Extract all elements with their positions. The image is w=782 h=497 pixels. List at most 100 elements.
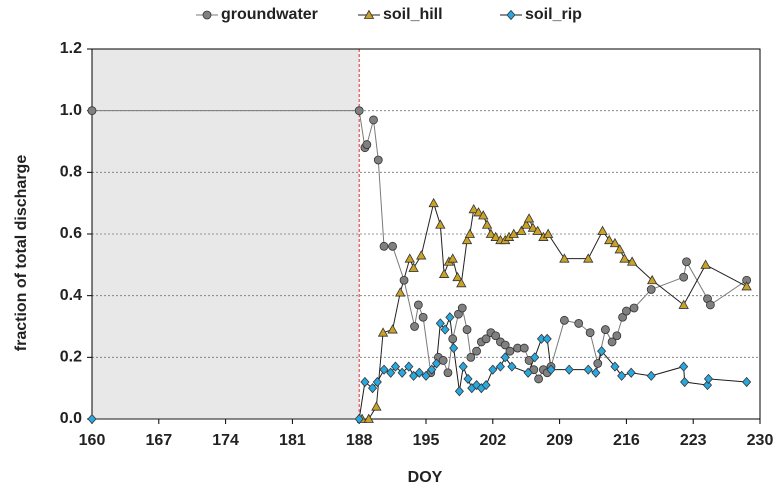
x-tick-label: 209 bbox=[546, 432, 573, 449]
marker bbox=[435, 318, 445, 329]
x-tick-label: 216 bbox=[613, 432, 640, 449]
marker bbox=[534, 374, 544, 384]
x-tick-label: 160 bbox=[79, 432, 106, 449]
y-tick-label: 1.0 bbox=[60, 102, 82, 119]
marker bbox=[500, 340, 510, 350]
marker bbox=[408, 262, 419, 272]
y-tick-label: 0.8 bbox=[60, 164, 82, 181]
marker bbox=[386, 367, 396, 378]
x-tick-label: 195 bbox=[413, 432, 440, 449]
marker bbox=[607, 337, 617, 347]
y-tick-label: 0.0 bbox=[60, 410, 82, 427]
marker bbox=[705, 300, 715, 310]
marker bbox=[741, 281, 752, 291]
marker bbox=[435, 219, 446, 229]
marker bbox=[363, 9, 375, 19]
x-tick-label: 230 bbox=[747, 432, 774, 449]
marker bbox=[614, 244, 625, 254]
marker bbox=[404, 253, 415, 263]
plot-frame bbox=[91, 48, 761, 420]
marker bbox=[682, 257, 691, 267]
marker bbox=[397, 367, 407, 378]
marker bbox=[626, 256, 638, 266]
marker bbox=[742, 376, 752, 388]
marker bbox=[373, 155, 383, 165]
marker bbox=[619, 253, 630, 263]
marker bbox=[427, 364, 437, 375]
x-axis-title: DOY bbox=[408, 469, 443, 486]
marker bbox=[532, 225, 543, 235]
marker bbox=[464, 228, 476, 238]
marker bbox=[443, 368, 453, 378]
marker bbox=[416, 250, 427, 260]
marker bbox=[440, 324, 450, 335]
marker bbox=[413, 300, 423, 310]
marker bbox=[457, 303, 467, 313]
marker bbox=[87, 413, 97, 425]
marker bbox=[495, 361, 505, 372]
marker bbox=[679, 272, 689, 282]
marker bbox=[354, 413, 364, 425]
marker bbox=[448, 334, 458, 344]
marker bbox=[468, 204, 479, 214]
marker bbox=[583, 253, 594, 263]
marker bbox=[371, 401, 382, 411]
marker bbox=[452, 271, 463, 282]
marker bbox=[591, 367, 601, 378]
marker bbox=[585, 328, 595, 338]
marker bbox=[521, 219, 532, 229]
marker bbox=[473, 207, 484, 217]
marker bbox=[461, 234, 473, 245]
marker bbox=[559, 253, 570, 263]
legend-label: soil_hill bbox=[383, 6, 443, 23]
marker bbox=[418, 312, 428, 322]
marker bbox=[646, 274, 658, 285]
marker bbox=[481, 219, 493, 229]
marker bbox=[612, 331, 622, 341]
marker bbox=[466, 352, 476, 362]
marker bbox=[583, 364, 593, 375]
y-tick-label: 1.2 bbox=[60, 40, 82, 57]
marker bbox=[505, 346, 515, 356]
marker bbox=[363, 413, 374, 423]
marker bbox=[447, 253, 458, 263]
marker bbox=[516, 225, 527, 235]
marker bbox=[609, 237, 621, 248]
marker bbox=[462, 325, 472, 334]
x-tick-label: 181 bbox=[279, 432, 306, 449]
marker bbox=[519, 343, 529, 353]
marker bbox=[559, 315, 569, 325]
marker bbox=[485, 228, 497, 238]
marker bbox=[542, 333, 552, 344]
marker bbox=[703, 373, 714, 385]
marker bbox=[478, 210, 489, 220]
x-tick-label: 167 bbox=[145, 432, 172, 449]
marker bbox=[597, 225, 608, 235]
marker bbox=[445, 312, 455, 323]
marker bbox=[593, 359, 603, 368]
marker bbox=[601, 325, 610, 334]
marker bbox=[679, 361, 689, 372]
marker bbox=[395, 287, 406, 297]
marker bbox=[428, 197, 439, 208]
marker bbox=[508, 228, 519, 238]
marker bbox=[523, 213, 535, 223]
marker bbox=[463, 373, 473, 385]
marker bbox=[368, 383, 378, 394]
marker bbox=[372, 376, 382, 388]
marker bbox=[680, 376, 690, 388]
marker bbox=[481, 379, 491, 391]
marker bbox=[506, 9, 516, 21]
marker bbox=[379, 241, 389, 251]
marker bbox=[481, 334, 491, 344]
marker bbox=[542, 228, 554, 238]
marker bbox=[646, 285, 656, 294]
marker bbox=[390, 361, 400, 372]
marker bbox=[546, 364, 556, 375]
marker bbox=[523, 367, 533, 378]
marker bbox=[507, 361, 517, 372]
marker bbox=[354, 106, 364, 116]
marker bbox=[388, 241, 398, 251]
marker bbox=[362, 140, 372, 149]
